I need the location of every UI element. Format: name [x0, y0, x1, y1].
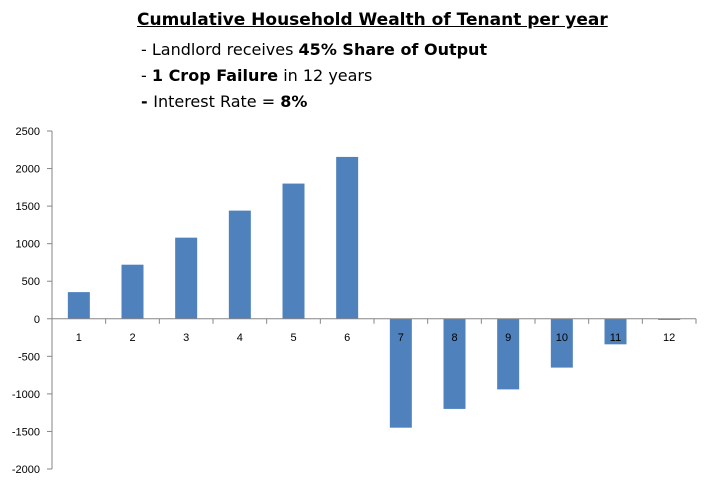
x-tick-label: 1	[76, 332, 82, 344]
y-tick-label: 1000	[16, 239, 40, 251]
interest-rate-value: 8%	[280, 92, 308, 111]
bars	[67, 156, 681, 428]
x-tick-label: 7	[398, 332, 404, 344]
bar	[497, 318, 520, 390]
landlord-share-value: 45% Share of Output	[298, 40, 488, 59]
x-tick-label: 3	[183, 332, 189, 344]
x-tick-label: 4	[237, 332, 243, 344]
x-tick-label: 11	[610, 332, 621, 344]
title-block: Cumulative Household Wealth of Tenant pe…	[0, 0, 707, 120]
x-tick-label: 8	[451, 332, 457, 344]
interest-rate-text: Interest Rate =	[153, 92, 281, 111]
x-tick-label: 9	[505, 332, 511, 344]
x-tick-label: 12	[663, 332, 675, 344]
bar	[443, 318, 466, 409]
bar	[121, 264, 144, 319]
bar	[336, 156, 359, 319]
bar	[282, 183, 305, 319]
bar	[67, 292, 90, 319]
crop-failure-dash: -	[141, 66, 152, 85]
x-tick-label: 10	[556, 332, 568, 344]
bar	[389, 318, 412, 428]
bar	[604, 318, 627, 345]
x-axis: 1 2 3 4 5 6 7 8 9 10 11 12	[52, 318, 697, 344]
y-tick-label: -1000	[12, 389, 40, 401]
crop-failure-text: in 12 years	[278, 66, 373, 85]
x-tick-label: 2	[129, 332, 135, 344]
y-tick-label: 0	[34, 314, 40, 326]
crop-failure-value: 1 Crop Failure	[151, 66, 279, 85]
y-tick-label: 2000	[16, 164, 40, 176]
y-tick-label: 1500	[16, 201, 40, 213]
subtitle-landlord-share: - Landlord receives 45% Share of Output	[141, 40, 487, 59]
y-tick-label: -2000	[12, 464, 40, 476]
bar	[228, 210, 251, 319]
y-axis: 2500 2000 1500 1000 500 0 -500 -1000 -1500 -2000	[12, 126, 53, 476]
interest-rate-dash: -	[141, 92, 154, 111]
y-tick-label: 2500	[16, 126, 40, 138]
y-tick-label: -500	[18, 351, 40, 363]
bar	[175, 237, 198, 319]
bar	[658, 318, 681, 320]
subtitle-crop-failure: - 1 Crop Failure in 12 years	[141, 66, 372, 85]
y-tick-label: 500	[22, 276, 40, 288]
y-tick-label: -1500	[12, 426, 40, 438]
subtitle-interest-rate: - Interest Rate = 8%	[141, 92, 307, 111]
x-tick-label: 5	[290, 332, 296, 344]
x-tick-label: 6	[344, 332, 350, 344]
bar	[550, 318, 573, 368]
chart-title: Cumulative Household Wealth of Tenant pe…	[137, 10, 608, 30]
landlord-share-text: - Landlord receives	[141, 40, 299, 59]
